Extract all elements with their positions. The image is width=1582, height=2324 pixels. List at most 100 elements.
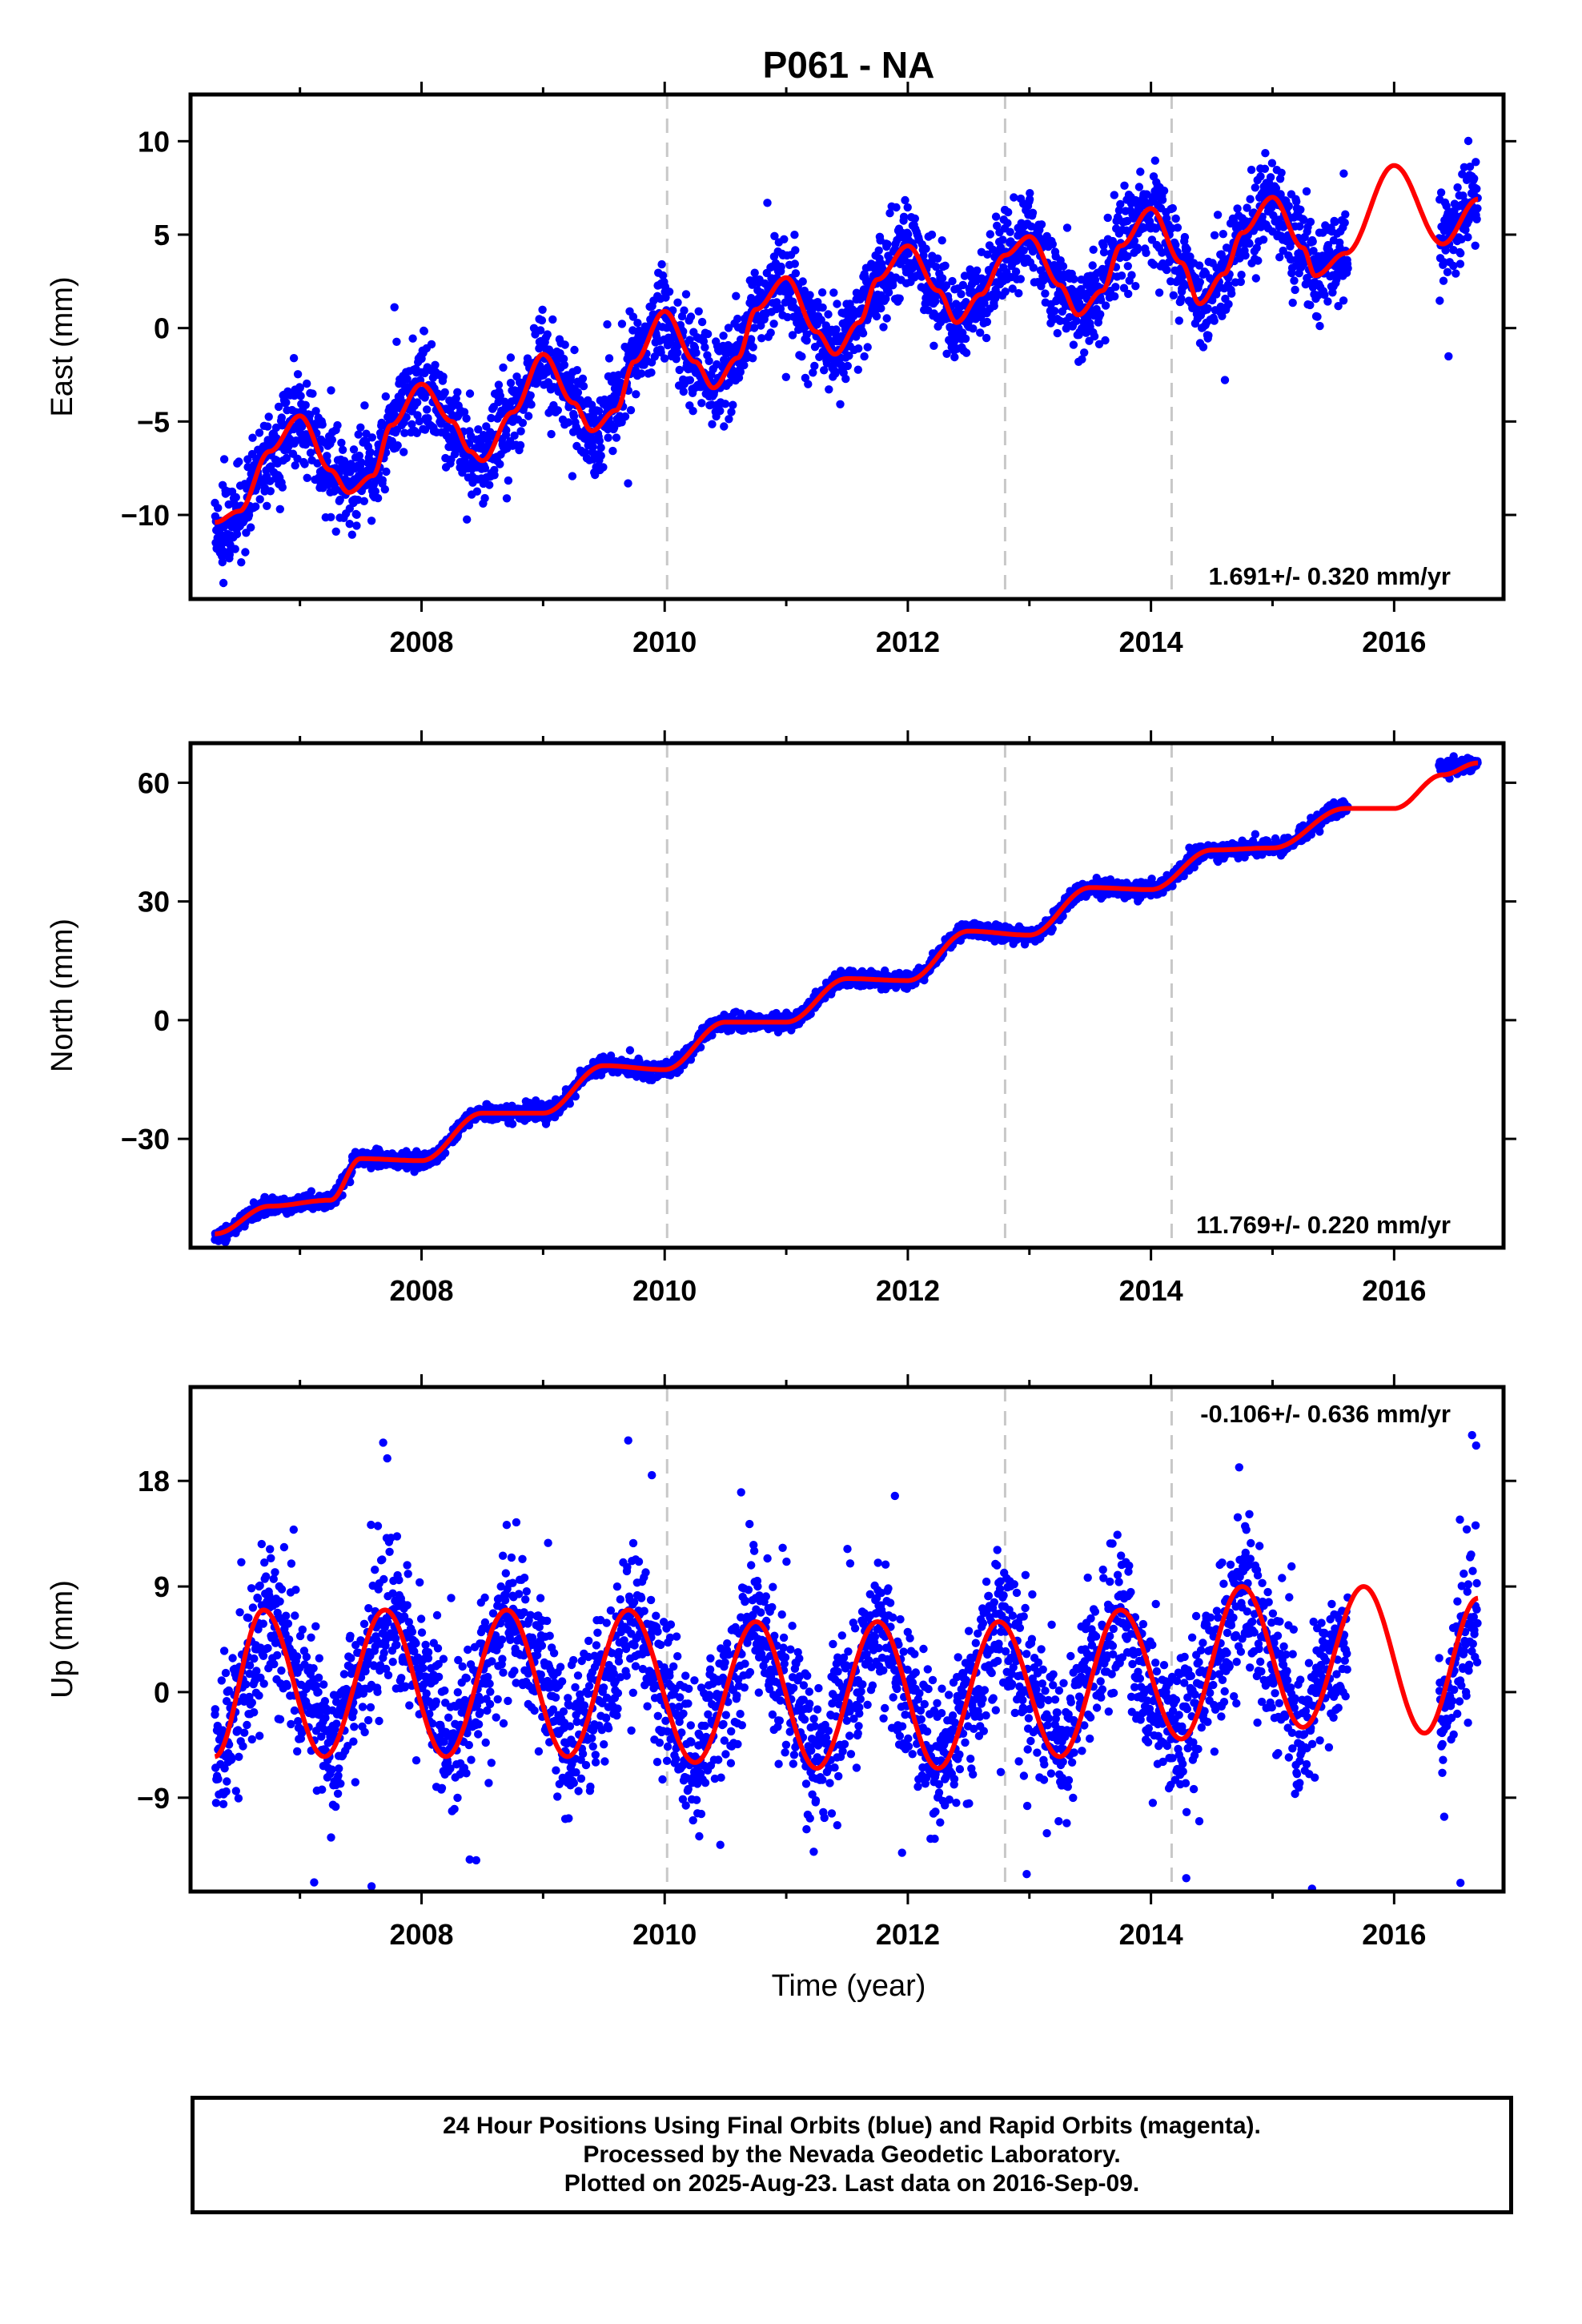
data-point bbox=[679, 387, 688, 396]
data-point bbox=[750, 324, 759, 332]
data-point bbox=[1243, 203, 1251, 212]
data-point bbox=[311, 407, 320, 416]
data-point bbox=[1127, 271, 1136, 279]
data-point bbox=[877, 304, 885, 313]
data-point bbox=[1295, 222, 1304, 231]
data-point bbox=[1062, 223, 1072, 232]
data-points bbox=[211, 136, 1482, 588]
data-point bbox=[680, 306, 689, 315]
data-point bbox=[1296, 205, 1305, 214]
data-point bbox=[884, 288, 893, 297]
data-point bbox=[1019, 246, 1028, 255]
data-point bbox=[1266, 173, 1275, 182]
data-point bbox=[882, 314, 891, 323]
data-point bbox=[628, 326, 637, 335]
data-point bbox=[291, 461, 299, 470]
data-point bbox=[282, 453, 291, 463]
data-point bbox=[986, 230, 995, 239]
data-point bbox=[1082, 328, 1090, 337]
data-point bbox=[656, 348, 665, 357]
data-point bbox=[1171, 240, 1180, 249]
data-point bbox=[494, 380, 504, 389]
data-point bbox=[502, 426, 511, 435]
data-point bbox=[231, 493, 240, 502]
x-tick-label: 2008 bbox=[389, 625, 453, 658]
data-point bbox=[790, 259, 799, 268]
data-point bbox=[617, 320, 627, 328]
data-point bbox=[352, 521, 361, 530]
data-point bbox=[1099, 241, 1108, 250]
data-point bbox=[224, 500, 233, 509]
data-point bbox=[1435, 296, 1444, 305]
data-point bbox=[518, 418, 528, 428]
data-point bbox=[791, 246, 800, 255]
data-point bbox=[1131, 282, 1140, 291]
data-point bbox=[681, 290, 691, 299]
data-point bbox=[1315, 321, 1324, 331]
data-point bbox=[596, 443, 605, 452]
data-point bbox=[1116, 199, 1125, 209]
data-point bbox=[750, 268, 759, 277]
data-point bbox=[1177, 294, 1186, 304]
data-point bbox=[973, 266, 982, 275]
data-point bbox=[1208, 296, 1217, 305]
data-point bbox=[366, 448, 375, 456]
data-point bbox=[685, 376, 695, 384]
data-point bbox=[307, 1187, 315, 1196]
data-point bbox=[357, 458, 366, 467]
data-point bbox=[740, 360, 749, 370]
data-point bbox=[474, 425, 483, 434]
data-point bbox=[832, 325, 841, 334]
plot-frame bbox=[188, 92, 1506, 601]
data-point bbox=[1096, 310, 1105, 319]
data-point bbox=[885, 209, 894, 218]
data-point bbox=[1058, 262, 1068, 271]
data-point bbox=[1472, 215, 1481, 223]
data-point bbox=[749, 343, 757, 352]
data-point bbox=[1306, 217, 1315, 227]
data-point bbox=[237, 558, 246, 567]
data-point bbox=[313, 459, 322, 468]
data-point bbox=[746, 335, 756, 344]
data-point bbox=[942, 281, 951, 290]
data-point bbox=[382, 467, 391, 476]
data-point bbox=[516, 440, 525, 450]
data-point bbox=[948, 276, 957, 286]
data-point bbox=[603, 320, 612, 329]
data-point bbox=[293, 454, 302, 463]
data-point bbox=[296, 392, 305, 400]
data-point bbox=[333, 420, 342, 430]
y-axis-label: East (mm) bbox=[46, 276, 79, 416]
data-point bbox=[1276, 190, 1285, 199]
data-point bbox=[665, 287, 674, 296]
data-point bbox=[1245, 239, 1254, 248]
data-point bbox=[606, 1051, 616, 1060]
data-point bbox=[263, 422, 272, 431]
data-point bbox=[506, 379, 516, 388]
data-point bbox=[308, 389, 317, 398]
data-point bbox=[780, 235, 789, 243]
data-point bbox=[1277, 168, 1286, 177]
data-point bbox=[1078, 355, 1086, 364]
data-point bbox=[790, 231, 799, 239]
data-point bbox=[1088, 261, 1097, 270]
data-point bbox=[496, 460, 504, 468]
data-point bbox=[895, 294, 904, 303]
data-point bbox=[724, 324, 733, 332]
data-point bbox=[783, 312, 792, 322]
data-point bbox=[1001, 287, 1010, 296]
data-point bbox=[504, 476, 513, 485]
data-point bbox=[255, 495, 264, 504]
data-point bbox=[733, 314, 742, 324]
data-point bbox=[413, 398, 422, 407]
data-point bbox=[872, 312, 881, 321]
data-point bbox=[248, 433, 257, 442]
data-point bbox=[1006, 227, 1014, 236]
data-point bbox=[1472, 184, 1481, 193]
chart-title: P061 - NA bbox=[763, 44, 935, 86]
data-point bbox=[536, 326, 545, 335]
data-point bbox=[367, 517, 376, 525]
data-point bbox=[352, 510, 361, 519]
data-point bbox=[1340, 218, 1349, 227]
data-point bbox=[241, 548, 250, 557]
